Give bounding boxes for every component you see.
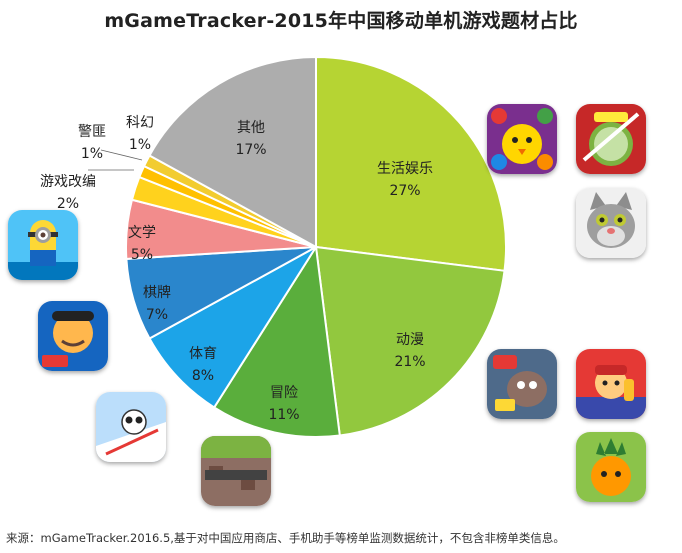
slice-label: 文学 xyxy=(128,225,156,241)
fruit-ninja-icon xyxy=(576,104,646,174)
panda-ski-icon xyxy=(96,392,166,462)
slice-value-label: 2% xyxy=(57,196,79,212)
subway-surfers-icon xyxy=(576,349,646,419)
chart-title: mGameTracker-2015年中国移动单机游戏题材占比 xyxy=(104,10,578,32)
slice-value-label: 1% xyxy=(129,137,151,153)
source-note: 来源：mGameTracker.2016.5,基于对中国应用商店、手机助手等榜单… xyxy=(6,531,565,545)
pie-slice-4 xyxy=(148,246,317,409)
slice-label: 生活娱乐 xyxy=(377,161,433,177)
plants-vs-zombies-icon xyxy=(487,349,557,419)
carrot-defense-icon xyxy=(576,432,646,502)
talking-tom-icon xyxy=(576,188,646,258)
slice-label: 其他 xyxy=(237,120,265,136)
leader-line xyxy=(100,149,143,161)
pie-slice-2 xyxy=(314,245,506,437)
minecraft-icon xyxy=(201,436,271,506)
slice-value-label: 7% xyxy=(146,307,168,323)
slice-label: 动漫 xyxy=(396,332,424,348)
slice-value-label: 11% xyxy=(268,407,299,423)
slice-value-label: 5% xyxy=(131,247,153,263)
slice-value-label: 17% xyxy=(235,142,266,158)
pie-slice-10 xyxy=(148,55,317,249)
slice-label: 棋牌 xyxy=(143,284,171,301)
pie-slice-1 xyxy=(315,55,507,272)
slice-label: 体育 xyxy=(189,346,217,362)
minion-rush-icon xyxy=(8,210,78,280)
slice-label: 游戏改编 xyxy=(40,174,96,190)
toon-blast-birds-icon xyxy=(487,104,557,174)
slice-label: 冒险 xyxy=(270,385,298,401)
pie-slice-3 xyxy=(212,244,341,438)
slice-label: 警匪 xyxy=(78,124,106,140)
slice-value-label: 21% xyxy=(394,354,425,370)
slice-value-label: 1% xyxy=(81,146,103,162)
slice-label: 科幻 xyxy=(126,115,154,131)
doudizhu-card-game-icon xyxy=(38,301,108,371)
slice-value-label: 27% xyxy=(389,183,420,199)
slice-value-label: 8% xyxy=(192,368,214,384)
